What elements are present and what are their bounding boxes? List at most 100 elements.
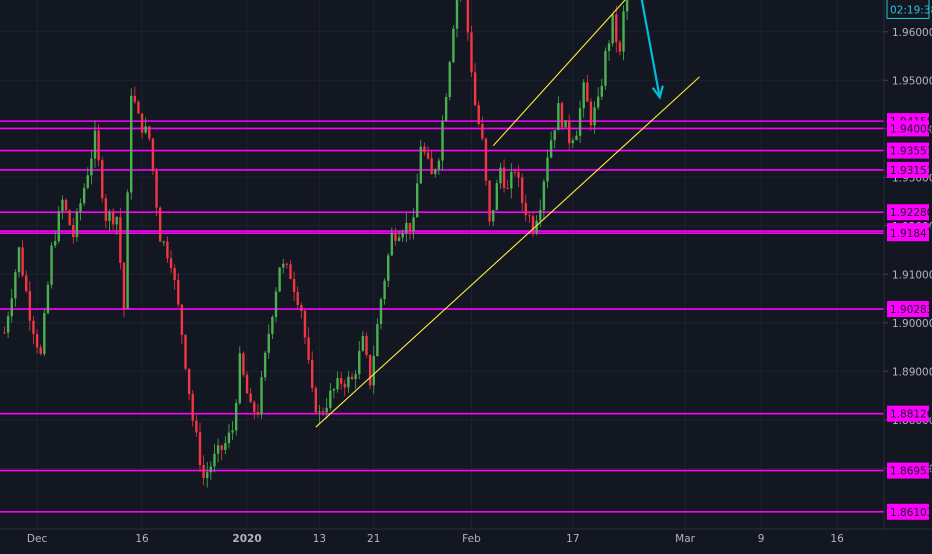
candle-body <box>434 169 437 175</box>
candle-body <box>216 445 220 454</box>
candle-body <box>517 172 520 178</box>
candle-body <box>104 198 108 221</box>
last-price-label: 1.96770 <box>890 0 932 1</box>
candle-body <box>300 304 303 311</box>
candle-body <box>568 120 571 144</box>
candle-body <box>368 355 372 386</box>
candle-body <box>57 211 60 242</box>
candle-body <box>111 212 115 225</box>
candle-body <box>249 393 252 403</box>
level-label-box <box>887 405 929 422</box>
candle-body <box>35 334 39 348</box>
candle-body <box>329 390 332 408</box>
candle-body <box>528 215 531 217</box>
candles <box>3 0 629 488</box>
candle-body <box>238 353 241 404</box>
candle-body <box>481 124 484 139</box>
time-tick-label: 13 <box>313 533 326 545</box>
candle-body <box>419 146 422 184</box>
price-tick-label: 1.91000 <box>892 269 932 281</box>
candle-body <box>79 203 82 212</box>
price-tick-label: 1.90000 <box>892 318 932 330</box>
candle-body <box>151 138 155 172</box>
candle-body <box>260 377 263 415</box>
candle-body <box>209 466 213 473</box>
level-label-box <box>887 161 929 178</box>
candle-body <box>477 105 480 125</box>
candle-body <box>578 108 582 136</box>
price-tick-label: 1.96000 <box>892 27 932 39</box>
level-label-text: 1.93151 <box>890 165 932 177</box>
candle-body <box>184 334 187 369</box>
candle-body <box>61 199 64 212</box>
candle-body <box>365 336 368 356</box>
candle-body <box>506 187 509 189</box>
arrow-head <box>651 85 664 100</box>
candle-body <box>101 160 104 199</box>
trendlines <box>315 0 700 428</box>
level-label-text: 1.93551 <box>890 146 932 158</box>
candle-body <box>108 212 111 221</box>
candle-body <box>408 222 412 232</box>
candle-body <box>220 445 223 450</box>
candle-body <box>531 216 535 233</box>
candle-body <box>589 101 593 126</box>
candle-body <box>169 258 173 269</box>
candle-body <box>68 210 71 226</box>
candle-body <box>571 140 575 144</box>
candle-body <box>513 171 517 173</box>
candle-body <box>542 181 546 210</box>
candle-body <box>415 183 419 218</box>
trendline-channel-resistance[interactable] <box>492 0 638 147</box>
time-tick-label: 16 <box>830 533 844 545</box>
candle-body <box>43 312 46 354</box>
candle-body <box>582 82 585 109</box>
time-axis[interactable]: Dec 16 2020 13 21 Feb 17 Mar 9 16 <box>0 528 932 545</box>
trendline-channel-support[interactable] <box>315 76 700 428</box>
candle-body <box>198 432 202 466</box>
candle-body <box>339 378 343 384</box>
level-label-text: 1.94008 <box>890 123 932 135</box>
price-tick-label: 1.95000 <box>892 75 932 87</box>
candle-body <box>553 130 556 141</box>
candle-body <box>50 245 53 285</box>
candle-body <box>350 376 354 380</box>
candle-body <box>166 241 169 259</box>
level-label-box <box>887 142 929 159</box>
candle-body <box>593 107 596 126</box>
candle-body <box>10 298 13 317</box>
candle-body <box>560 103 564 128</box>
arrow-shaft[interactable] <box>640 0 661 98</box>
candle-body <box>231 430 234 433</box>
candle-body <box>546 157 549 182</box>
candle-body <box>274 291 278 317</box>
candle-body <box>387 255 390 281</box>
level-label-text: 1.86953 <box>890 466 932 478</box>
candle-body <box>354 374 357 380</box>
candle-body <box>622 11 625 52</box>
candle-body <box>430 158 433 175</box>
candle-body <box>148 126 151 139</box>
candle-body <box>499 167 502 184</box>
horizontal-levels <box>0 120 884 513</box>
time-tick-label: 17 <box>566 533 579 545</box>
candle-body <box>158 207 162 242</box>
level-label-box <box>887 503 929 520</box>
candle-body <box>17 247 21 273</box>
candle-body <box>25 275 28 292</box>
candle-body <box>470 32 473 73</box>
candle-body <box>444 96 448 121</box>
candle-body <box>28 291 32 321</box>
candle-body <box>535 220 538 233</box>
level-label-text: 1.90283 <box>890 304 932 316</box>
candle-body <box>278 267 281 292</box>
candle-body <box>6 316 10 333</box>
candle-body <box>520 177 524 204</box>
candle-body <box>75 211 79 237</box>
candle-body <box>495 183 499 211</box>
candle-body <box>303 310 307 338</box>
candle-body <box>455 0 459 29</box>
time-tick-label: Mar <box>675 533 695 545</box>
